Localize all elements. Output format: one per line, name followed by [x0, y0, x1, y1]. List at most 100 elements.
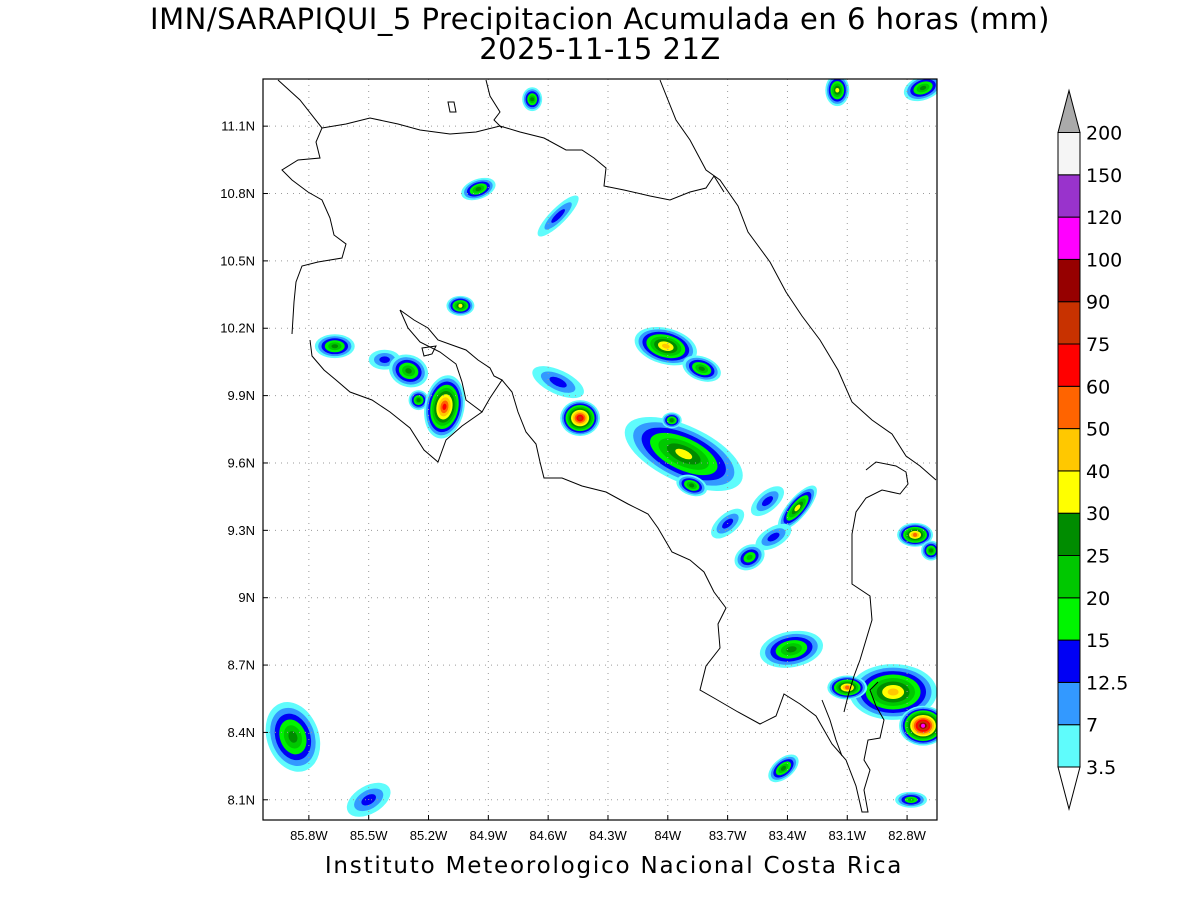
contour-band	[689, 483, 695, 488]
contour-band	[767, 532, 780, 542]
precip-cell	[759, 630, 824, 668]
precip-cell	[750, 486, 785, 517]
colorbar-swatch	[1057, 385, 1081, 430]
contour-band	[929, 548, 934, 553]
colorbar-label: 150	[1086, 165, 1122, 187]
colorbar-swatch	[1057, 724, 1081, 768]
colorbar-swatch	[1057, 681, 1081, 726]
precip-cell	[849, 664, 937, 720]
precip-cell	[768, 754, 799, 783]
precip-cell	[560, 400, 600, 437]
colorbar-label: 25	[1086, 546, 1110, 568]
contour-band	[913, 532, 918, 537]
colorbar-label: 60	[1086, 376, 1110, 398]
coastline-gulf-of-nicoya	[399, 309, 503, 413]
colorbar-swatch	[1057, 343, 1081, 387]
precip-cell	[634, 327, 697, 366]
precip-cell	[446, 295, 475, 316]
precip-cell	[461, 177, 496, 201]
coastline-burica	[821, 699, 843, 757]
contour-band	[698, 366, 705, 371]
colorbar-swatch	[1057, 301, 1081, 345]
colorbar-swatch	[1057, 258, 1081, 303]
border-costa-rica-panama	[843, 461, 909, 713]
colorbar-under-triangle	[1057, 766, 1081, 811]
colorbar-swatch	[1057, 174, 1081, 218]
colorbar-label: 12.5	[1086, 672, 1128, 694]
axis-tick-labels: 85.8W 85.5W 85.2W 84.9W 84.6W 84.3W 84W 83.7W 83…	[220, 119, 926, 843]
x-tick-label: 82.8W	[888, 828, 926, 843]
contour-band	[530, 97, 535, 102]
island-small-lake	[447, 101, 457, 113]
coastline-nicaragua-pacific	[277, 79, 347, 335]
colorbar-label: 15	[1086, 630, 1110, 652]
footer-credit: Instituto Meteorologico Nacional Costa R…	[324, 853, 904, 879]
y-tick-label: 9.3N	[228, 523, 255, 538]
precip-cell	[827, 675, 868, 700]
precip-cell	[661, 412, 682, 429]
y-tick-label: 9.9N	[228, 388, 255, 403]
colorbar-label: 90	[1086, 292, 1110, 314]
colorbar-label: 40	[1086, 461, 1110, 483]
x-tick-label: 84W	[654, 828, 681, 843]
contour-band	[835, 87, 840, 93]
contour-band	[669, 418, 674, 423]
precipitation-field	[265, 79, 937, 817]
precip-cell	[624, 417, 743, 491]
contour-band	[458, 303, 463, 308]
colorbar-swatch	[1057, 216, 1081, 260]
colorbar-label: 20	[1086, 588, 1110, 610]
colorbar-swatch	[1057, 512, 1081, 557]
colorbar-swatch	[1057, 132, 1081, 176]
x-tick-label: 85.2W	[410, 828, 448, 843]
map-subtitle-valid-time: 2025-11-15 21Z	[479, 32, 721, 66]
x-tick-label: 83.1W	[828, 828, 866, 843]
precip-cell	[265, 702, 321, 772]
precip-cell	[537, 195, 579, 237]
colorbar-label: 50	[1086, 419, 1110, 441]
colorbar-label: 120	[1086, 207, 1122, 229]
precip-cell	[734, 544, 765, 571]
y-tick-label: 11.1N	[221, 119, 255, 134]
colorbar-over-triangle	[1057, 88, 1081, 133]
lake-island-1	[421, 345, 437, 357]
y-tick-label: 9.6N	[228, 455, 255, 470]
colorbar-label: 100	[1086, 249, 1122, 271]
contour-band	[794, 504, 801, 512]
y-tick-label: 8.4N	[228, 725, 255, 740]
precip-cell	[532, 366, 584, 399]
colorbar-label: 7	[1086, 715, 1098, 737]
y-tick-label: 10.5N	[220, 253, 255, 268]
contour-band	[331, 344, 339, 349]
contour-band	[675, 448, 693, 460]
y-tick-label: 10.8N	[220, 186, 255, 201]
map-frame	[262, 78, 938, 821]
contour-band	[661, 343, 670, 349]
colorbar-label: 30	[1086, 503, 1110, 525]
contour-band	[887, 688, 899, 696]
contour-band	[551, 209, 565, 223]
contour-band	[288, 731, 298, 743]
colorbar-swatch	[1057, 428, 1081, 472]
precip-cell	[777, 485, 817, 531]
precip-cell	[899, 705, 937, 746]
contour-band	[921, 723, 926, 728]
precip-cell	[522, 87, 543, 112]
colorbar-swatch	[1057, 555, 1081, 599]
contour-band	[379, 356, 390, 364]
colorbar-swatch	[1057, 639, 1081, 683]
x-tick-label: 85.5W	[350, 828, 388, 843]
coastline-pacific-central	[501, 379, 885, 813]
colorbar-label: 75	[1086, 334, 1110, 356]
contour-band	[919, 85, 927, 91]
contour-band	[405, 368, 412, 374]
contour-band	[475, 186, 482, 192]
precip-cell	[314, 334, 355, 359]
x-tick-label: 84.6W	[529, 828, 567, 843]
coastlines-and-borders	[277, 79, 937, 813]
colorbar-label: 3.5	[1086, 757, 1116, 779]
precip-cell	[897, 522, 934, 547]
contour-band	[549, 376, 567, 388]
colorbar-legend: 3.5 7 12.5 15 20 25 30 40 50 60 75 90 100 120 150 200	[1057, 88, 1128, 811]
